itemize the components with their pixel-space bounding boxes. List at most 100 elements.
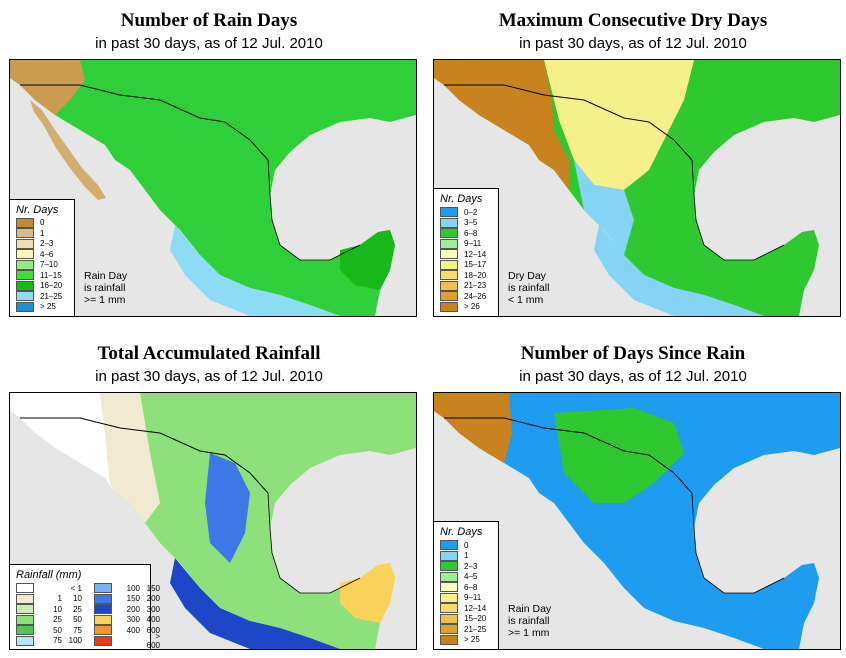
panel-days-since-rain: Number of Days Since Rain in past 30 day… bbox=[424, 333, 842, 658]
legend-swatch bbox=[16, 238, 34, 249]
legend-label: 12–14 bbox=[464, 249, 487, 259]
legend-label: 1 bbox=[40, 228, 45, 238]
northwest-desert bbox=[10, 60, 85, 115]
legend-swatch bbox=[440, 592, 458, 603]
legend-range-high: 10 bbox=[73, 594, 82, 604]
legend-label: 11–15 bbox=[40, 270, 62, 280]
transition-zone bbox=[100, 393, 160, 523]
legend-item: 11–15 bbox=[10, 270, 74, 281]
legend-swatch bbox=[440, 634, 458, 645]
southern-region bbox=[170, 225, 340, 316]
legend-title: Rainfall (mm) bbox=[16, 569, 82, 581]
legend-swatch bbox=[440, 270, 458, 281]
note-line: < 1 mm bbox=[508, 294, 544, 306]
legend-swatch bbox=[16, 625, 34, 636]
legend-swatch bbox=[16, 270, 34, 281]
legend-swatch bbox=[94, 635, 112, 646]
days-since-rain-map: Nr. Days 0 1 2–3 4–5 6–8 9–11 12–14 15–20 21–25 >… bbox=[433, 392, 841, 650]
map-canvas bbox=[434, 393, 840, 649]
border-lines bbox=[444, 417, 693, 494]
legend-item: 400 600 bbox=[88, 625, 166, 636]
legend-label: 24–26 bbox=[464, 291, 487, 301]
legend-swatch bbox=[440, 280, 458, 291]
legend-item: 50 75 bbox=[10, 625, 88, 636]
legend-range-high: 100 bbox=[68, 636, 82, 646]
legend-swatch bbox=[94, 583, 112, 594]
legend-item: 300 400 bbox=[88, 614, 166, 626]
legend-swatch bbox=[440, 624, 458, 635]
southern-region bbox=[594, 225, 764, 316]
coastline bbox=[267, 159, 361, 261]
baja-peninsula bbox=[30, 100, 106, 200]
legend-columns: < 1 1 10 10 25 25 50 50 75 75 100 100 150 150 200 200 3… bbox=[10, 583, 160, 649]
note-line: >= 1 mm bbox=[508, 627, 550, 639]
legend-swatch bbox=[440, 582, 458, 593]
note-line: is rainfall bbox=[508, 282, 550, 294]
legend-swatch bbox=[440, 550, 458, 561]
legend-item: 16–20 bbox=[10, 280, 74, 292]
legend-swatch bbox=[440, 291, 458, 302]
legend-item: 4–5 bbox=[434, 571, 498, 583]
central-dry bbox=[544, 60, 694, 190]
legend-range-low: 10 bbox=[53, 604, 62, 614]
legend-item: > 600 bbox=[88, 632, 166, 649]
legend-swatch bbox=[16, 593, 34, 604]
total-rainfall-map: Rainfall (mm) < 1 1 10 10 25 25 50 50 75 75 100 10… bbox=[9, 392, 417, 650]
legend-item: 1 10 bbox=[10, 593, 88, 605]
legend-swatch bbox=[16, 604, 34, 615]
legend-range-low: 300 bbox=[126, 615, 140, 625]
legend-items: 0 1 2–3 4–6 7–10 11–15 16–20 21–25 > 25 bbox=[10, 217, 74, 313]
legend-item: 9–11 bbox=[434, 238, 498, 250]
legend-range-low: 1 bbox=[57, 594, 62, 604]
note-line: is rainfall bbox=[84, 282, 126, 294]
legend-range-high: 400 bbox=[146, 615, 160, 625]
panel-rain-days: Number of Rain Days in past 30 days, as … bbox=[0, 0, 418, 325]
panel-title: Maximum Consecutive Dry Days bbox=[498, 10, 768, 31]
legend-label: 7–10 bbox=[40, 260, 58, 270]
legend-item: 9–11 bbox=[434, 592, 498, 604]
legend-label: 9–11 bbox=[464, 239, 482, 249]
legend-item: 10 25 bbox=[10, 604, 88, 615]
mid-transition bbox=[574, 160, 634, 255]
legend-item: 1 bbox=[10, 228, 74, 239]
legend-item: 2–3 bbox=[10, 238, 74, 250]
rain-days-map: Nr. Days 0 1 2–3 4–6 7–10 11–15 16–20 21–25 > 25… bbox=[9, 59, 417, 317]
legend-swatch bbox=[16, 280, 34, 291]
legend-range-high: 25 bbox=[73, 604, 82, 614]
note-line: is rainfall bbox=[508, 615, 550, 627]
legend-swatch bbox=[440, 561, 458, 572]
legend-item: 25 50 bbox=[10, 614, 88, 626]
northwest-dry bbox=[434, 393, 512, 463]
legend-swatch bbox=[16, 614, 34, 625]
legend-item: 6–8 bbox=[434, 582, 498, 593]
land-area bbox=[434, 393, 840, 649]
legend-item: 2–3 bbox=[434, 561, 498, 572]
legend-range-high: 75 bbox=[73, 625, 82, 635]
note-line: Dry Day bbox=[508, 270, 546, 282]
legend-item: 21–25 bbox=[10, 291, 74, 302]
panel-title: Total Accumulated Rainfall bbox=[97, 343, 321, 364]
legend-label: > 25 bbox=[40, 302, 56, 312]
legend-swatch bbox=[440, 259, 458, 270]
legend-items: 0 1 2–3 4–5 6–8 9–11 12–14 15–20 21–25 > 25 bbox=[434, 540, 498, 645]
legend-swatch bbox=[440, 228, 458, 239]
legend: Nr. Days 0 1 2–3 4–5 6–8 9–11 12–14 15–20 21–25 >… bbox=[434, 521, 499, 649]
legend-item: > 25 bbox=[10, 301, 74, 313]
legend-label: 4–5 bbox=[464, 572, 478, 582]
legend: Nr. Days 0–2 3–5 6–8 9–11 12–14 15–17 18–20 21–… bbox=[434, 188, 499, 316]
legend-item: 12–14 bbox=[434, 249, 498, 260]
legend-range-low: 100 bbox=[126, 583, 140, 593]
legend-item: 100 150 bbox=[88, 583, 166, 594]
legend-swatch bbox=[440, 301, 458, 312]
note-line: >= 1 mm bbox=[84, 294, 126, 306]
legend-swatch bbox=[440, 207, 458, 218]
coastline bbox=[691, 492, 785, 594]
panel-subtitle: in past 30 days, as of 12 Jul. 2010 bbox=[95, 35, 323, 52]
legend-item: 75 100 bbox=[10, 635, 88, 647]
legend-label: > 25 bbox=[464, 635, 480, 645]
note-line: Rain Day bbox=[508, 603, 552, 615]
legend-label: 0 bbox=[40, 218, 45, 228]
legend-item: 150 200 bbox=[88, 593, 166, 605]
coastline bbox=[691, 159, 785, 261]
yucatan-wet bbox=[340, 563, 395, 623]
